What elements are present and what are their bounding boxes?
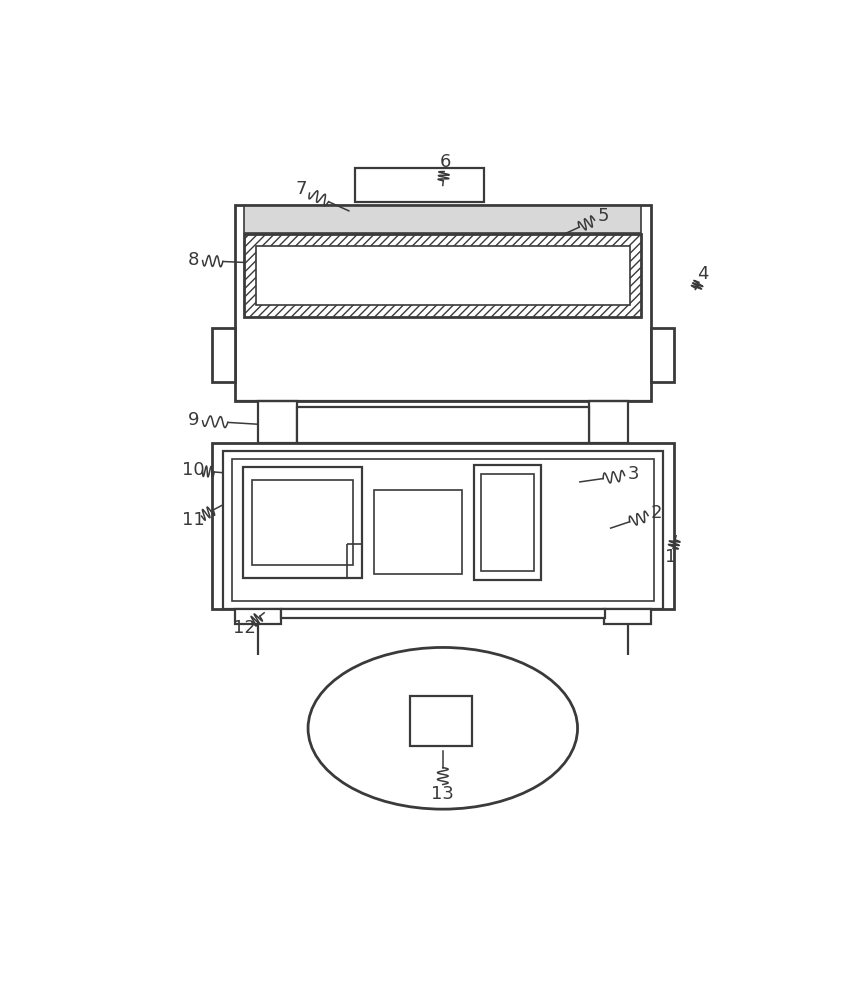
Bar [281, 609, 605, 618]
Bar [296, 407, 589, 443]
Bar [251, 480, 353, 565]
Text: 7: 7 [295, 180, 307, 198]
Text: 2: 2 [651, 504, 663, 522]
Text: 6: 6 [440, 153, 451, 171]
Text: 8: 8 [187, 251, 199, 269]
Text: 5: 5 [597, 207, 609, 225]
Bar [243, 466, 362, 578]
Bar [212, 328, 235, 382]
Bar [410, 696, 472, 746]
Text: 9: 9 [187, 411, 199, 429]
Text: 10: 10 [182, 461, 205, 479]
Bar [256, 246, 630, 305]
Text: 12: 12 [233, 619, 257, 637]
Bar [245, 206, 641, 233]
Bar [589, 401, 627, 443]
Text: 3: 3 [628, 465, 639, 483]
Bar [258, 401, 296, 443]
Bar [605, 609, 651, 624]
Text: 4: 4 [697, 265, 708, 283]
Bar [223, 451, 663, 609]
Bar [232, 459, 654, 601]
Bar [473, 465, 542, 580]
Text: 11: 11 [182, 511, 205, 529]
Text: 13: 13 [431, 785, 454, 803]
Bar [355, 168, 485, 202]
Text: 1: 1 [665, 548, 677, 566]
Bar [373, 490, 462, 574]
Bar [245, 234, 641, 317]
Bar [481, 474, 534, 571]
Bar [212, 443, 674, 609]
Bar [651, 328, 674, 382]
Bar [235, 205, 651, 401]
Bar [235, 609, 281, 624]
